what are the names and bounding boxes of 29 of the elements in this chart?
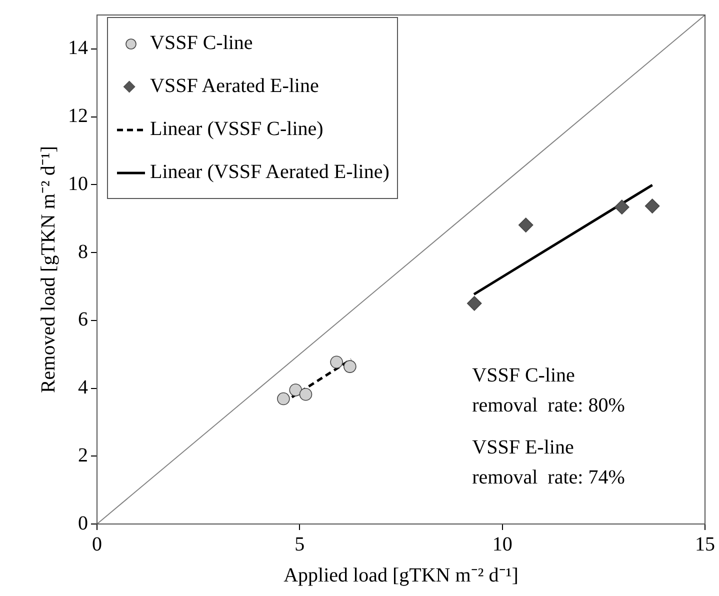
legend-label: VSSF C-line [150, 32, 253, 55]
x-tick-label: 0 [92, 533, 102, 556]
y-axis-title: Removed load [gTKN m⁻² d⁻¹] [37, 146, 60, 394]
x-axis-title: Applied load [gTKN m⁻² d⁻¹] [284, 564, 518, 586]
point [644, 198, 660, 214]
point [518, 218, 534, 232]
legend-label: Linear (VSSF Aerated E-line) [150, 161, 390, 184]
annotation: VSSF C-line removal rate: 80% [472, 364, 625, 416]
y-tick-label: 4 [78, 376, 88, 399]
x-tick-label: 15 [695, 533, 715, 556]
x-tick-label: 10 [492, 533, 512, 556]
y-tick-label: 10 [68, 172, 88, 195]
point [299, 388, 312, 401]
y-tick-label: 14 [68, 37, 88, 60]
point [277, 392, 290, 406]
y-tick-label: 12 [68, 105, 88, 128]
point [466, 296, 482, 311]
y-tick-label: 0 [78, 512, 88, 534]
point [330, 356, 343, 369]
x-tick-label: 5 [294, 533, 305, 556]
point [344, 360, 356, 373]
legend-label: Linear (VSSF C-line) [150, 118, 324, 141]
annotation: VSSF E-line removal rate: 74% [472, 436, 625, 488]
legend-label: VSSF Aerated E-line [150, 75, 319, 98]
point [289, 384, 302, 396]
y-tick-label: 2 [78, 444, 88, 466]
y-tick-label: 8 [78, 240, 88, 263]
y-tick-label: 6 [78, 308, 88, 331]
point [614, 200, 630, 214]
